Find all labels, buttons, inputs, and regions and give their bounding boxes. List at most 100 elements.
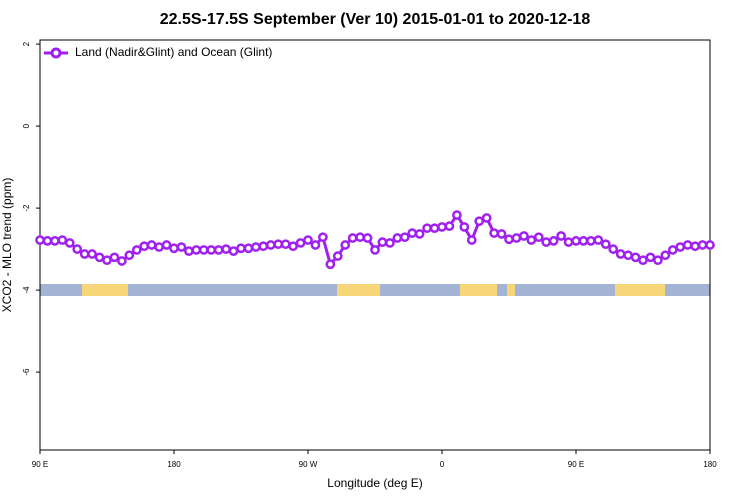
data-point [504,234,514,245]
data-point [682,240,693,250]
data-point [139,241,150,252]
data-point [109,252,120,263]
data-point [176,242,187,252]
data-point [675,242,686,252]
data-point [630,252,641,263]
data-point [660,250,671,261]
data-point [42,236,53,246]
data-point [94,252,105,263]
data-point [347,233,358,243]
data-point [489,228,499,238]
data-point [705,240,715,250]
data-point [154,242,164,252]
data-point [571,236,581,246]
data-point [273,239,284,250]
data-point [444,221,455,231]
legend: Land (Nadir&Glint) and Ocean (Glint) [44,45,272,59]
data-point [429,223,440,234]
data-point [206,245,217,255]
data-point [213,245,224,255]
data-point [481,213,492,223]
data-point [586,236,596,246]
data-point [452,210,462,220]
y-axis-label: XCO2 - MLO trend (ppm) [0,178,14,313]
data-point [251,242,261,252]
data-point [184,246,194,256]
data-point [72,244,83,254]
y-tick-label: -2 [22,204,31,212]
data-point [496,229,507,239]
data-point [600,239,611,250]
chart-title: 22.5S-17.5S September (Ver 10) 2015-01-0… [160,11,591,28]
data-point [638,255,648,266]
data-point [645,252,656,263]
data-point [258,241,269,252]
series-line [39,213,710,266]
y-tick-label: -6 [22,368,31,376]
data-point [102,255,112,266]
data-point [161,240,172,250]
data-point [377,237,388,247]
data-point [526,235,537,245]
data-point [437,222,447,232]
data-point [325,259,336,270]
data-point [280,239,291,250]
data-point [578,236,589,246]
data-point [459,222,470,232]
data-point [243,243,254,254]
data-point [50,236,60,246]
data-point [79,249,90,259]
y-tick-label: 0 [22,123,31,128]
data-point [288,241,298,252]
surface-strip [40,284,710,296]
data-point [385,238,395,248]
data-point [198,245,209,255]
data-point [548,236,559,246]
legend-label: Land (Nadir&Glint) and Ocean (Glint) [75,45,272,59]
data-point [563,237,574,247]
data-point [593,235,604,245]
data-point [228,246,239,256]
data-point [511,233,522,243]
data-point [608,244,619,254]
data-point [124,250,135,261]
data-point [265,240,276,250]
data-point [131,245,142,255]
x-tick-label: 90 W [299,460,318,469]
x-tick-label: 180 [703,460,717,469]
data-point [533,232,544,243]
data-point [556,231,566,241]
data-point [466,235,477,245]
y-tick-label: 2 [22,41,31,46]
y-tick-label: -4 [22,286,31,294]
data-point [340,240,351,250]
data-point [615,249,626,259]
data-point [87,249,97,259]
data-point [318,232,328,243]
data-point [653,255,663,266]
x-tick-label: 90 E [568,460,584,469]
data-point [541,237,552,247]
data-point [191,245,202,255]
data-point [303,235,313,245]
data-point [399,232,410,243]
data-point [362,233,373,243]
data-point [519,231,529,241]
data-point [310,240,321,250]
data-point [370,245,380,255]
data-point [422,223,432,234]
data-point [414,229,425,239]
x-tick-label: 90 E [32,460,48,469]
data-point [474,216,485,227]
data-point [146,240,157,250]
data-point [236,243,246,254]
data-point [169,243,179,254]
data-point [667,245,678,255]
data-point [697,240,708,250]
data-point [690,241,700,252]
legend-marker [50,47,62,59]
data-point [407,228,418,238]
data-point [295,238,306,248]
x-tick-label: 0 [440,460,445,469]
